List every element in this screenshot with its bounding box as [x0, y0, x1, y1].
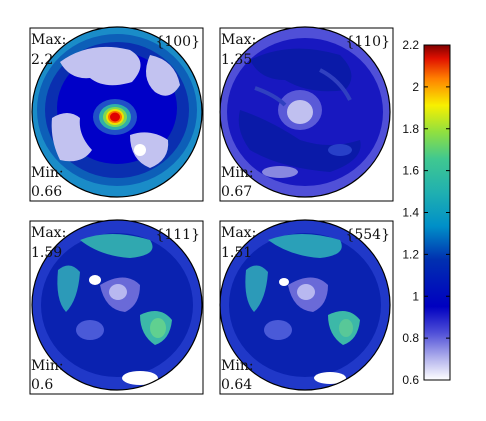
colorbar-tick-label: 1.4 [402, 206, 419, 220]
panel-111: {111} Max: 1.59 Min: 0.6 [29, 219, 204, 395]
min-label: Min: [221, 165, 254, 181]
panel-100: {100} Max: 2.2 Min: 0.66 [29, 26, 204, 202]
colorbar: 2.2 2 1.8 1.6 1.4 1.2 1 0.8 0.6 [402, 38, 451, 387]
stereographic-circle [219, 26, 391, 198]
panel-label: {110} [345, 34, 390, 50]
max-label: Max: [31, 225, 66, 241]
max-label: Max: [221, 32, 256, 48]
contour-map [32, 27, 202, 197]
min-label: Min: [31, 165, 64, 181]
stereographic-circle [31, 219, 203, 391]
colorbar-ticks: 2.2 2 1.8 1.6 1.4 1.2 1 0.8 0.6 [402, 38, 450, 387]
max-value: 1.35 [221, 52, 252, 68]
contour-map [32, 220, 202, 390]
panel-554: {554} Max: 1.51 Min: 0.64 [219, 219, 394, 395]
min-value: 0.66 [31, 184, 62, 200]
colorbar-tick-label: 1.8 [402, 122, 419, 136]
colorbar-tick-label: 1 [412, 289, 419, 303]
min-value: 0.67 [221, 184, 252, 200]
colorbar-tick-label: 2 [412, 80, 419, 94]
stereographic-circle [31, 26, 203, 198]
colorbar-tick-label: 1.6 [402, 164, 419, 178]
max-label: Max: [31, 32, 66, 48]
colorbar-tick-label: 0.8 [402, 331, 419, 345]
max-value: 1.51 [221, 245, 252, 261]
colorbar-tick-label: 2.2 [402, 38, 419, 52]
min-label: Min: [221, 358, 254, 374]
contour-map [220, 27, 390, 197]
panel-label: {554} [345, 227, 390, 243]
min-label: Min: [31, 358, 64, 374]
max-label: Max: [221, 225, 256, 241]
min-value: 0.64 [221, 377, 252, 393]
contour-map [220, 220, 390, 390]
colorbar-tick-label: 1.2 [402, 247, 419, 261]
max-value: 1.59 [31, 245, 62, 261]
colorbar-tick-label: 0.6 [402, 373, 419, 387]
panel-110: {110} Max: 1.35 Min: 0.67 [219, 26, 394, 202]
stereographic-circle [219, 219, 391, 391]
min-value: 0.6 [31, 377, 53, 393]
panel-label: {111} [155, 227, 200, 243]
panel-label: {100} [155, 34, 200, 50]
max-value: 2.2 [31, 52, 53, 68]
